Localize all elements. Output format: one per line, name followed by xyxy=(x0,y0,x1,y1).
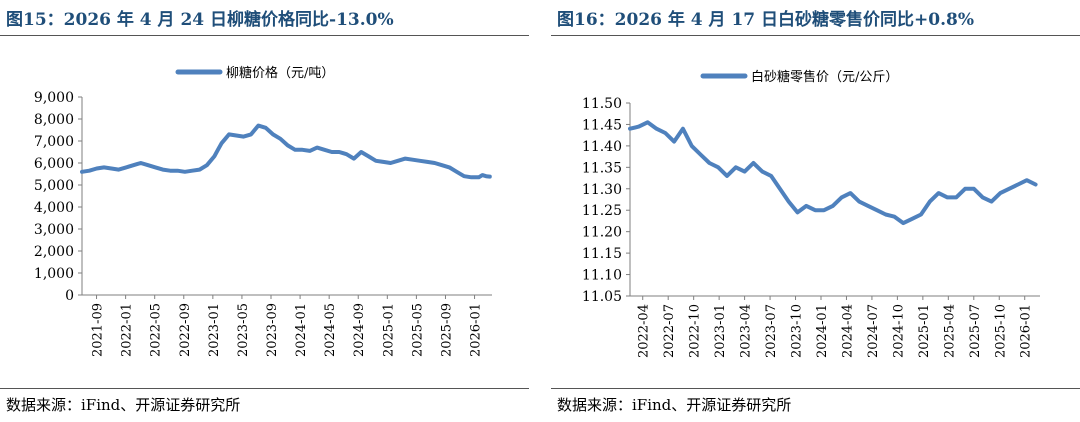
x-tick-label: 2023-10 xyxy=(790,304,805,358)
chart-panel-right: 图16：2026 年 4 月 17 日白砂糖零售价同比+0.8% 白砂糖零售价（… xyxy=(551,0,1080,422)
y-tick-label: 7,000 xyxy=(34,134,74,150)
x-tick-label: 2022-10 xyxy=(688,304,703,358)
source-note: 数据来源：iFind、开源证券研究所 xyxy=(557,394,791,415)
x-tick-label: 2025-10 xyxy=(993,304,1008,358)
series-line xyxy=(630,122,1036,223)
y-tick-label: 11.35 xyxy=(582,160,622,176)
series-line xyxy=(82,126,490,178)
x-tick-label: 2023-01 xyxy=(713,304,728,358)
x-tick-label: 2022-05 xyxy=(149,303,164,357)
y-tick-label: 11.20 xyxy=(582,225,622,241)
x-tick-label: 2025-01 xyxy=(381,303,396,357)
x-tick-label: 2025-05 xyxy=(410,303,425,357)
x-tick-label: 2025-09 xyxy=(439,303,454,357)
x-tick-label: 2022-01 xyxy=(120,303,135,357)
x-tick-label: 2024-10 xyxy=(891,304,906,358)
chart-panel-left: 图15：2026 年 4 月 24 日柳糖价格同比-13.0% 柳糖价格（元/吨… xyxy=(0,0,529,422)
y-tick-label: 11.45 xyxy=(582,117,622,133)
x-tick-label: 2025-04 xyxy=(942,304,957,358)
x-tick-label: 2026-01 xyxy=(1019,304,1034,358)
source-divider xyxy=(0,388,529,389)
y-tick-label: 11.50 xyxy=(582,96,622,112)
x-tick-label: 2025-01 xyxy=(917,304,932,358)
y-tick-label: 8,000 xyxy=(34,112,74,128)
y-tick-label: 1,000 xyxy=(34,266,74,282)
source-note: 数据来源：iFind、开源证券研究所 xyxy=(6,394,240,415)
legend-label: 白砂糖零售价（元/公斤） xyxy=(751,69,898,85)
y-tick-label: 11.15 xyxy=(582,246,622,262)
x-tick-label: 2025-07 xyxy=(968,304,983,358)
x-tick-label: 2024-09 xyxy=(352,303,367,357)
y-tick-label: 5,000 xyxy=(34,178,74,194)
x-tick-label: 2022-09 xyxy=(178,303,193,357)
y-tick-label: 11.30 xyxy=(582,182,622,198)
y-tick-label: 11.05 xyxy=(582,289,622,305)
x-tick-label: 2024-01 xyxy=(294,303,309,357)
x-tick-label: 2024-01 xyxy=(815,304,830,358)
y-tick-label: 0 xyxy=(65,288,74,304)
x-tick-label: 2023-01 xyxy=(207,303,222,357)
chart-svg: 柳糖价格（元/吨） 0 1,000 2,000 3,000 4,000 5,000 6,000… xyxy=(0,40,529,385)
y-tick-label: 11.10 xyxy=(582,268,622,284)
x-tick-label: 2022-07 xyxy=(662,304,677,358)
y-tick-label: 9,000 xyxy=(34,90,74,106)
title-divider xyxy=(551,35,1080,36)
x-tick-label: 2021-09 xyxy=(91,303,106,357)
x-tick-label: 2026-01 xyxy=(469,303,484,357)
y-tick-label: 3,000 xyxy=(34,222,74,238)
x-tick-label: 2024-07 xyxy=(866,304,881,358)
x-tick-label: 2024-04 xyxy=(840,304,855,358)
title-divider xyxy=(0,35,529,36)
x-tick-label: 2024-05 xyxy=(323,303,338,357)
chart-svg: 白砂糖零售价（元/公斤） 11.05 11.10 11.15 11.20 11.25 11.… xyxy=(551,40,1080,385)
y-tick-label: 2,000 xyxy=(34,244,74,260)
legend-label: 柳糖价格（元/吨） xyxy=(226,65,334,81)
y-tick-label: 11.40 xyxy=(582,139,622,155)
x-tick-label: 2022-04 xyxy=(637,304,652,358)
chart-title: 图16：2026 年 4 月 17 日白砂糖零售价同比+0.8% xyxy=(557,5,974,30)
x-tick-label: 2023-09 xyxy=(265,303,280,357)
source-divider xyxy=(551,388,1080,389)
x-tick-label: 2023-05 xyxy=(236,303,251,357)
y-tick-label: 11.25 xyxy=(582,203,622,219)
y-tick-label: 6,000 xyxy=(34,156,74,172)
x-tick-label: 2023-04 xyxy=(739,304,754,358)
y-tick-label: 4,000 xyxy=(34,200,74,216)
x-tick-label: 2023-07 xyxy=(764,304,779,358)
chart-title: 图15：2026 年 4 月 24 日柳糖价格同比-13.0% xyxy=(6,5,394,30)
